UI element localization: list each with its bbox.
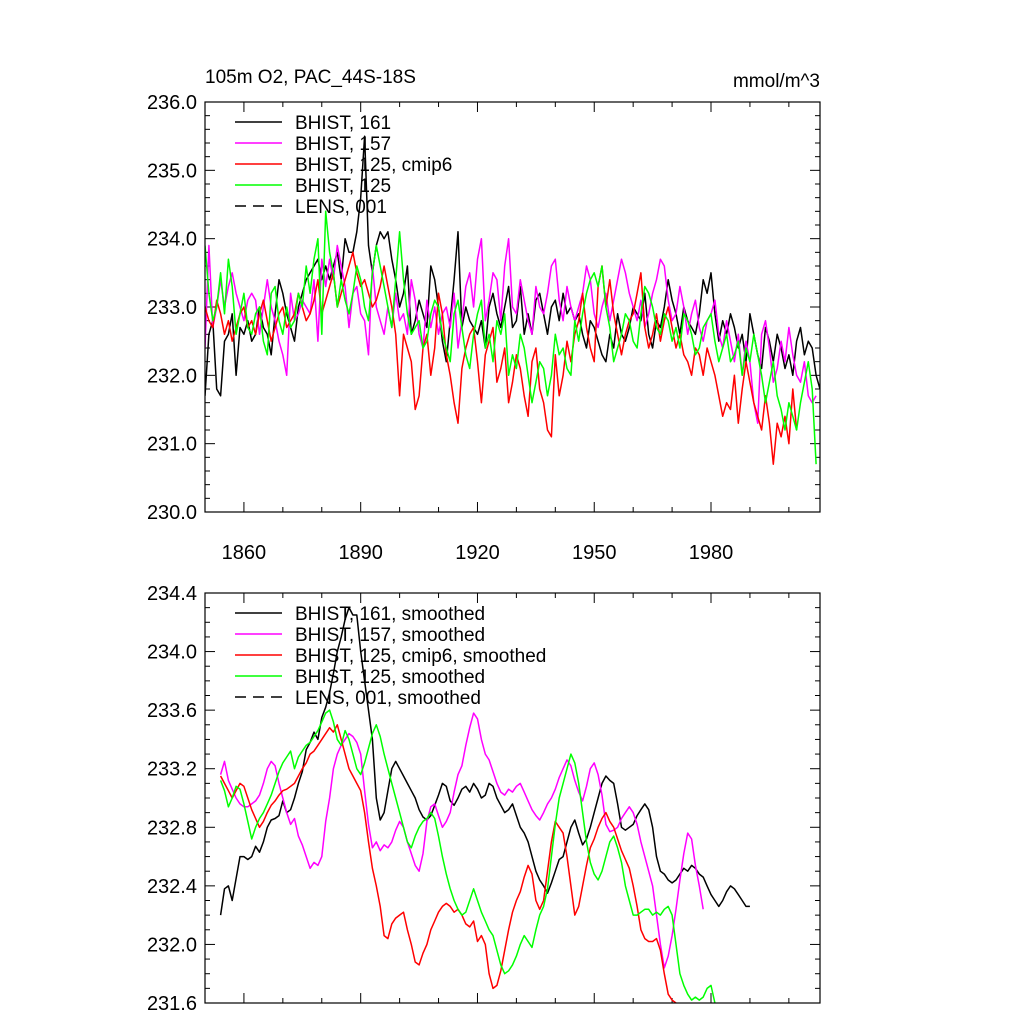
- y-tick-label: 233.0: [147, 297, 197, 319]
- legend-label: BHIST, 157: [295, 134, 391, 155]
- tick-labels-smoothed: 231.6 232.0 232.4 232.8 233.2 233.6 234.0 234.4: [147, 583, 197, 1015]
- y-tick-label: 231.0: [147, 434, 197, 456]
- legend-label: LENS, 001: [295, 197, 387, 218]
- y-tick-label: 234.0: [147, 642, 197, 664]
- legend-label: BHIST, 161: [295, 113, 391, 134]
- panel-raw: 230.0 231.0 232.0 233.0 234.0 235.0 236.0 1860 1…: [147, 92, 821, 564]
- legend-label: BHIST, 157, smoothed: [295, 625, 485, 646]
- tick-labels-raw: 230.0 231.0 232.0 233.0 234.0 235.0 236.0 1860 1…: [147, 92, 733, 564]
- units-label: mmol/m^3: [733, 71, 820, 92]
- y-tick-label: 234.0: [147, 229, 197, 251]
- legend-label: LENS, 001, smoothed: [295, 688, 481, 709]
- y-tick-label: 235.0: [147, 160, 197, 182]
- x-tick-label: 1920: [455, 542, 500, 564]
- legend-label: BHIST, 125, cmip6, smoothed: [295, 646, 546, 667]
- y-tick-label: 232.0: [147, 365, 197, 387]
- series-line-raw-2: [205, 251, 798, 465]
- series-line-smoothed-0: [219, 606, 750, 916]
- x-tick-label: 1980: [689, 542, 734, 564]
- legend-label: BHIST, 161, smoothed: [295, 604, 485, 625]
- y-tick-label: 230.0: [147, 502, 197, 524]
- x-tick-label: 1950: [572, 542, 617, 564]
- figure-title: 105m O2, PAC_44S-18S: [205, 67, 416, 88]
- series-line-smoothed-3: [219, 709, 716, 1003]
- axis-ticks-smoothed: [204, 592, 820, 1004]
- series-group-smoothed: [219, 606, 750, 1003]
- y-tick-label: 233.2: [147, 759, 197, 781]
- series-line-smoothed-2: [219, 724, 677, 1003]
- series-line-raw-3: [205, 210, 817, 465]
- panel-smoothed: 231.6 232.0 232.4 232.8 233.2 233.6 234.0 234.4…: [147, 583, 821, 1015]
- y-tick-label: 232.4: [147, 876, 197, 898]
- legend-label: BHIST, 125, cmip6: [295, 155, 452, 176]
- y-tick-label: 233.6: [147, 700, 197, 722]
- y-tick-label: 234.4: [147, 583, 197, 605]
- y-tick-label: 232.8: [147, 817, 197, 839]
- plot-frame-raw: [204, 101, 821, 513]
- x-tick-label: 1890: [338, 542, 383, 564]
- y-tick-label: 232.0: [147, 934, 197, 956]
- series-line-smoothed-1: [219, 712, 704, 969]
- y-tick-label: 231.6: [147, 993, 197, 1015]
- x-tick-label: 1860: [222, 542, 267, 564]
- legend-label: BHIST, 125: [295, 176, 391, 197]
- plot-frame-smoothed: [204, 592, 821, 1004]
- legend-label: BHIST, 125, smoothed: [295, 667, 485, 688]
- series-group-raw: [205, 135, 820, 465]
- series-line-raw-1: [205, 237, 817, 424]
- y-tick-label: 236.0: [147, 92, 197, 114]
